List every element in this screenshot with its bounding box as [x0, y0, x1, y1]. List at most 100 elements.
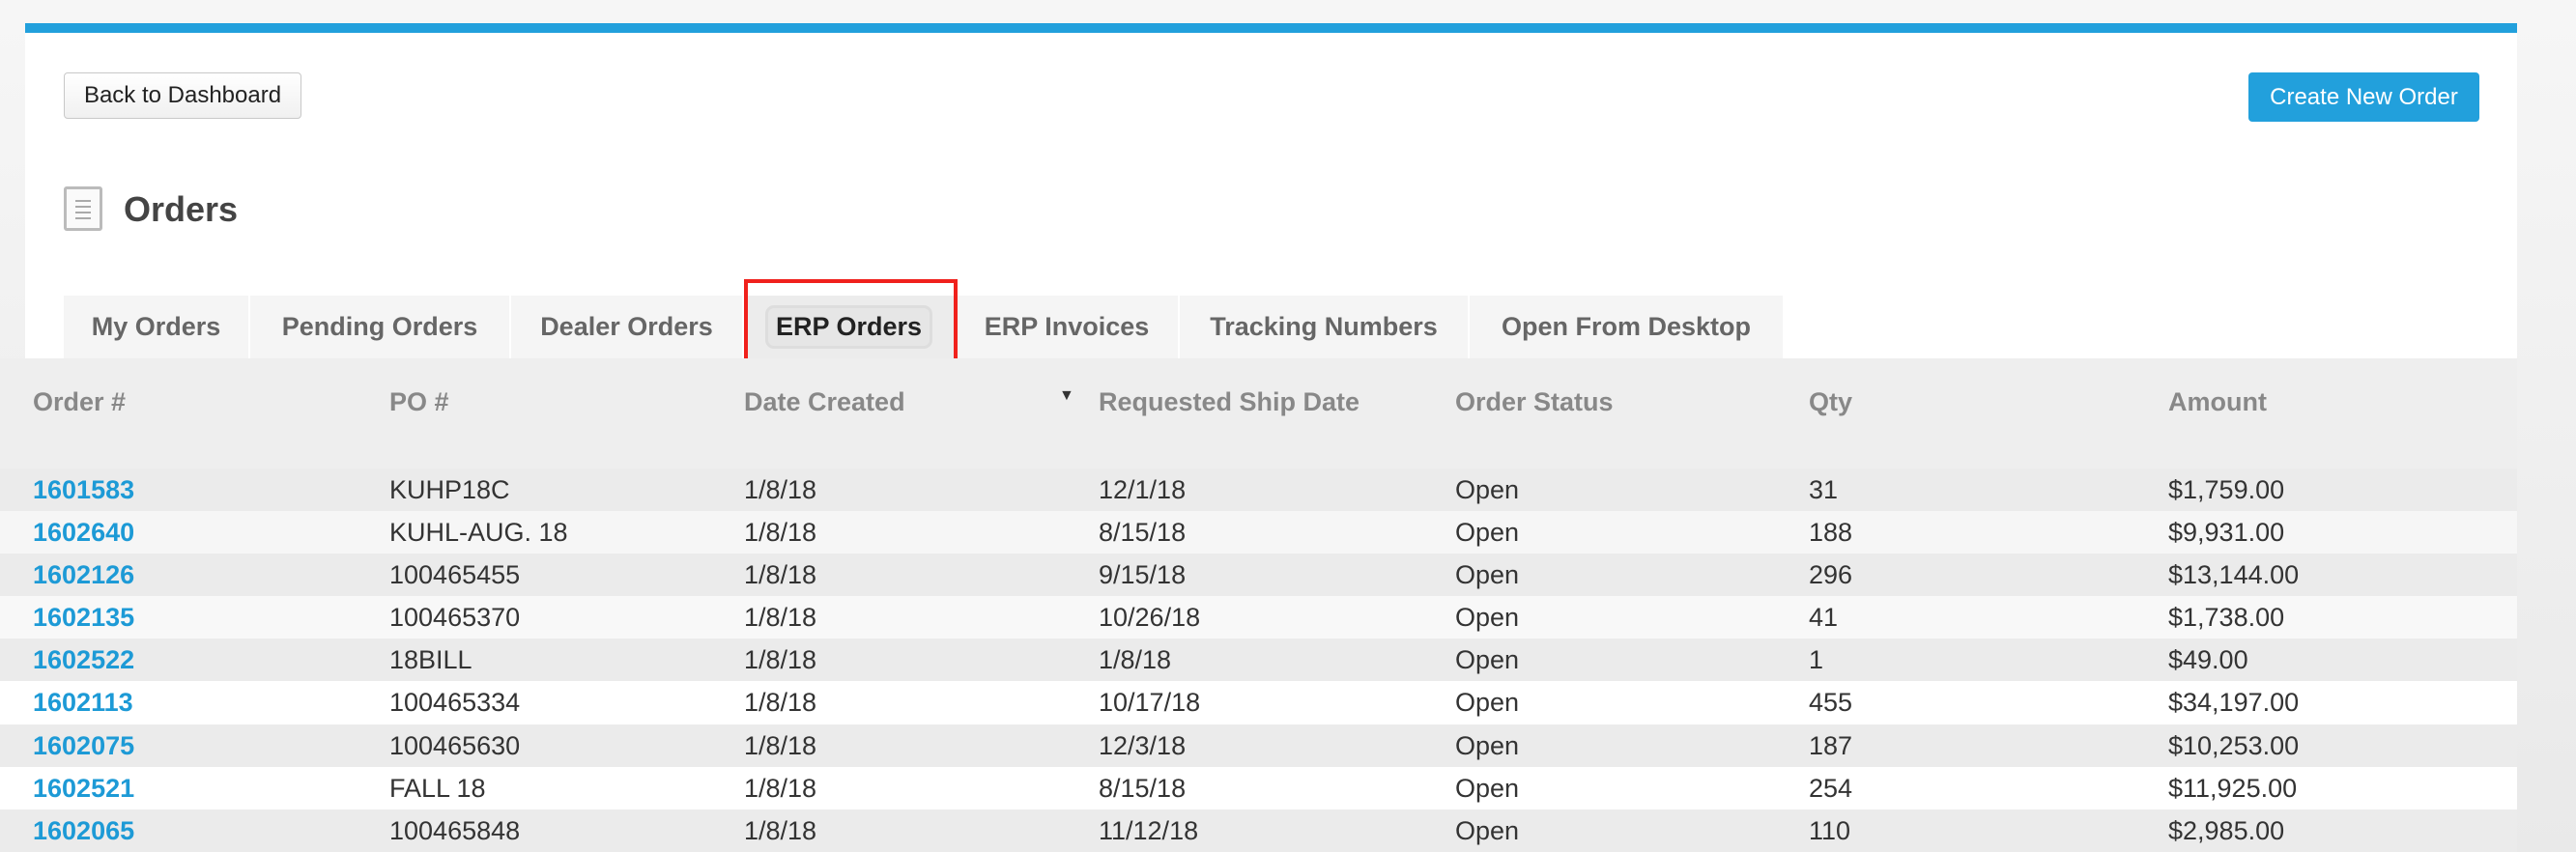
- table-row: 1602640 KUHL-AUG. 18 1/8/18 8/15/18 Open 188 $…: [0, 511, 2517, 554]
- date-created: 1/8/18: [744, 475, 817, 504]
- po-number: FALL 18: [389, 773, 486, 803]
- order-status: Open: [1455, 475, 1520, 504]
- date-created: 1/8/18: [744, 560, 817, 590]
- tab-label: ERP Invoices: [984, 312, 1150, 341]
- tab-my-orders[interactable]: My Orders: [64, 296, 250, 358]
- col-order-status[interactable]: Order Status: [1455, 387, 1614, 416]
- page: Back to Dashboard Create New Order Order…: [0, 23, 2517, 852]
- order-number-link[interactable]: 1602521: [33, 773, 135, 803]
- order-status: Open: [1455, 603, 1520, 633]
- table-header: Order # PO # Date Created ▼ Requested Sh…: [0, 358, 2517, 469]
- order-number-link[interactable]: 1602126: [33, 560, 135, 590]
- po-number: 100465455: [389, 560, 521, 590]
- po-number: 18BILL: [389, 645, 472, 675]
- amount: $13,144.00: [2168, 560, 2300, 590]
- po-number: KUHP18C: [389, 475, 510, 504]
- table-row: 1602075 100465630 1/8/18 12/3/18 Open 187 $10,…: [0, 724, 2517, 767]
- amount: $1,759.00: [2168, 475, 2285, 504]
- order-number-link[interactable]: 1602522: [33, 645, 135, 675]
- qty: 41: [1809, 603, 1839, 633]
- date-created: 1/8/18: [744, 688, 817, 718]
- col-date-created[interactable]: Date Created: [744, 387, 905, 416]
- order-number-link[interactable]: 1602135: [33, 603, 135, 633]
- tab-label: Open From Desktop: [1501, 312, 1752, 341]
- tab-erp-orders[interactable]: ERP Orders: [744, 296, 956, 358]
- document-icon: [64, 186, 102, 231]
- back-to-dashboard-button[interactable]: Back to Dashboard: [64, 72, 301, 119]
- qty: 254: [1809, 773, 1853, 803]
- col-requested-ship-date[interactable]: Requested Ship Date: [1099, 387, 1360, 416]
- order-status: Open: [1455, 773, 1520, 803]
- sort-descending-icon[interactable]: ▼: [1059, 387, 1074, 404]
- table-row: 1602113 100465334 1/8/18 10/17/18 Open 455 $34…: [0, 681, 2517, 724]
- po-number: 100465848: [389, 815, 521, 845]
- date-created: 1/8/18: [744, 603, 817, 633]
- create-new-order-button[interactable]: Create New Order: [2248, 72, 2479, 122]
- po-number: 100465370: [389, 603, 521, 633]
- order-status: Open: [1455, 518, 1520, 548]
- tab-erp-invoices[interactable]: ERP Invoices: [956, 296, 1180, 358]
- order-number-link[interactable]: 1601583: [33, 475, 135, 504]
- table-row: 1601583 KUHP18C 1/8/18 12/1/18 Open 31 $1,759.…: [0, 469, 2517, 512]
- requested-ship-date: 12/1/18: [1099, 475, 1187, 504]
- table-row: 1602522 18BILL 1/8/18 1/8/18 Open 1 $49.00: [0, 639, 2517, 682]
- amount: $2,985.00: [2168, 815, 2285, 845]
- tab-label: My Orders: [91, 312, 221, 341]
- order-number-link[interactable]: 1602113: [33, 688, 133, 718]
- date-created: 1/8/18: [744, 518, 817, 548]
- date-created: 1/8/18: [744, 773, 817, 803]
- requested-ship-date: 8/15/18: [1099, 518, 1187, 548]
- qty: 110: [1809, 815, 1851, 845]
- order-status: Open: [1455, 815, 1520, 845]
- tab-dealer-orders[interactable]: Dealer Orders: [511, 296, 744, 358]
- tab-label: ERP Orders: [767, 308, 930, 346]
- po-number: 100465630: [389, 730, 521, 760]
- qty: 455: [1809, 688, 1853, 718]
- tab-tracking-numbers[interactable]: Tracking Numbers: [1180, 296, 1470, 358]
- qty: 1: [1809, 645, 1824, 675]
- date-created: 1/8/18: [744, 815, 817, 845]
- date-created: 1/8/18: [744, 645, 817, 675]
- qty: 188: [1809, 518, 1853, 548]
- tab-label: Tracking Numbers: [1210, 312, 1438, 341]
- order-number-link[interactable]: 1602640: [33, 518, 135, 548]
- requested-ship-date: 8/15/18: [1099, 773, 1187, 803]
- amount: $1,738.00: [2168, 603, 2285, 633]
- requested-ship-date: 10/26/18: [1099, 603, 1201, 633]
- order-status: Open: [1455, 688, 1520, 718]
- table-body: 1601583 KUHP18C 1/8/18 12/1/18 Open 31 $1,759.…: [0, 469, 2517, 852]
- order-status: Open: [1455, 730, 1520, 760]
- col-amount[interactable]: Amount: [2168, 387, 2267, 416]
- requested-ship-date: 1/8/18: [1099, 645, 1172, 675]
- qty: 296: [1809, 560, 1853, 590]
- tab-label: Dealer Orders: [540, 312, 713, 341]
- orders-table: Order # PO # Date Created ▼ Requested Sh…: [0, 358, 2517, 852]
- col-po-number[interactable]: PO #: [389, 387, 449, 416]
- order-number-link[interactable]: 1602065: [33, 815, 135, 845]
- top-accent-bar: [25, 23, 2517, 33]
- qty: 187: [1809, 730, 1853, 760]
- table-row: 1602135 100465370 1/8/18 10/26/18 Open 41 $1,7…: [0, 596, 2517, 639]
- requested-ship-date: 9/15/18: [1099, 560, 1187, 590]
- tab-open-from-desktop[interactable]: Open From Desktop: [1470, 296, 1785, 358]
- col-qty[interactable]: Qty: [1809, 387, 1853, 416]
- amount: $11,925.00: [2168, 773, 2298, 803]
- table-row: 1602065 100465848 1/8/18 11/12/18 Open 110 $2,…: [0, 809, 2517, 852]
- qty: 31: [1809, 475, 1839, 504]
- requested-ship-date: 12/3/18: [1099, 730, 1187, 760]
- col-order-number[interactable]: Order #: [33, 387, 127, 416]
- amount: $34,197.00: [2168, 688, 2300, 718]
- table-row: 1602521 FALL 18 1/8/18 8/15/18 Open 254 $11,92…: [0, 766, 2517, 809]
- requested-ship-date: 10/17/18: [1099, 688, 1201, 718]
- date-created: 1/8/18: [744, 730, 817, 760]
- po-number: KUHL-AUG. 18: [389, 518, 568, 548]
- page-title: Orders: [124, 189, 239, 229]
- requested-ship-date: 11/12/18: [1099, 815, 1199, 845]
- order-number-link[interactable]: 1602075: [33, 730, 135, 760]
- order-status: Open: [1455, 560, 1520, 590]
- tab-label: Pending Orders: [281, 312, 478, 341]
- po-number: 100465334: [389, 688, 521, 718]
- amount: $9,931.00: [2168, 518, 2285, 548]
- amount: $49.00: [2168, 645, 2248, 675]
- tab-pending-orders[interactable]: Pending Orders: [250, 296, 511, 358]
